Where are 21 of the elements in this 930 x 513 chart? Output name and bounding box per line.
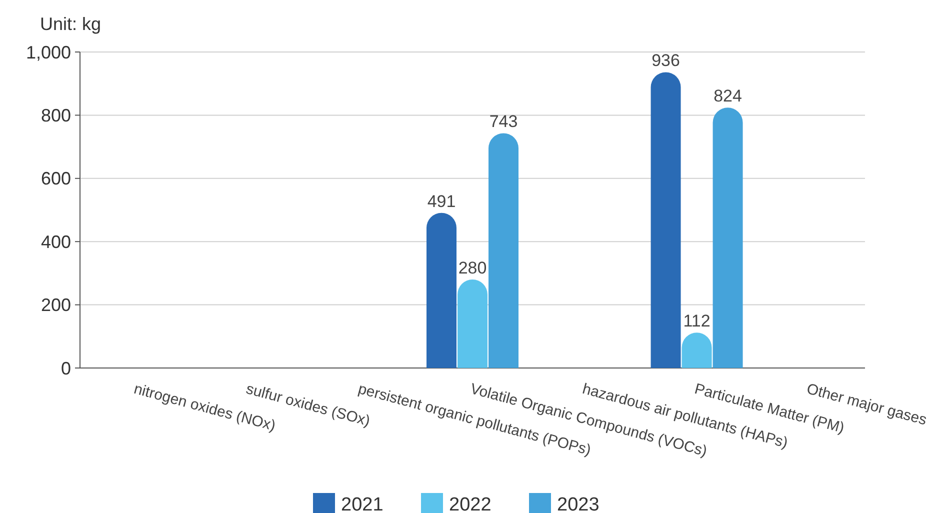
data-label: 824	[714, 86, 742, 106]
y-tick-label: 800	[40, 106, 71, 126]
data-label: 491	[427, 192, 456, 211]
y-tick-label: 1,000	[26, 42, 71, 62]
bar	[426, 212, 456, 368]
y-axis-title: Unit: kg	[40, 14, 102, 34]
data-label: 743	[489, 112, 518, 132]
y-tick-label: 200	[40, 295, 71, 316]
legend-label: 2023	[557, 494, 600, 513]
data-label: 936	[652, 51, 680, 70]
bar	[488, 133, 518, 368]
y-tick-label: 0	[60, 358, 71, 378]
legend-label: 2022	[449, 494, 492, 513]
bar	[712, 108, 743, 368]
bar	[458, 280, 488, 368]
bar	[650, 72, 681, 368]
data-label: 112	[683, 312, 710, 331]
y-tick-label: 400	[40, 232, 71, 252]
data-label: 280	[458, 258, 487, 278]
y-tick-label: 600	[40, 168, 71, 189]
legend-label: 2021	[341, 494, 384, 513]
